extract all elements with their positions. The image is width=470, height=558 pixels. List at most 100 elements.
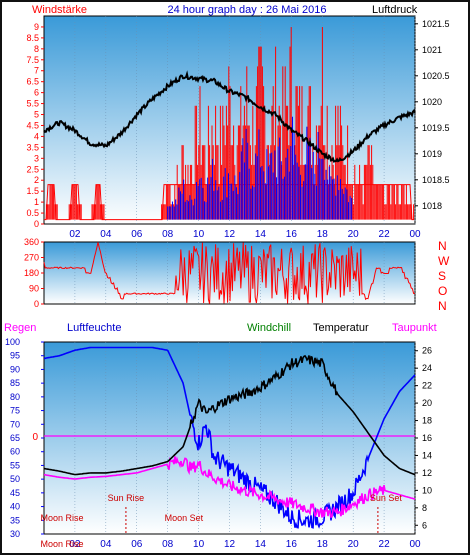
temperature-tick-label: 14 [422,450,432,460]
humidity-label: Luftfeuchte [67,322,121,334]
wind-tick-label: 5.5 [26,99,39,109]
x-tick-label: 16 [286,539,298,550]
direction-tick-label: 360 [24,237,39,247]
wind-tick-label: 5 [34,110,39,120]
wind-tick-label: 0.5 [26,208,39,218]
wind-strength-label: Windstärke [32,4,87,16]
temperature-tick-label: 8 [422,503,427,513]
x-tick-label: 12 [224,539,236,550]
wind-tick-label: 6.5 [26,77,39,87]
temperature-axes: 02 04 06 08 10 12 14 16 18 20 22 003035404550556065… [5,337,432,550]
wind-tick-label: 3.5 [26,142,39,152]
x-tick-label: 10 [193,539,205,550]
wind-tick-label: 7.5 [26,55,39,65]
temperature-tick-label: 24 [422,363,432,373]
pressure-tick-label: 1019 [422,149,442,159]
x-tick-label: 20 [348,229,360,240]
humidity-tick-label: 45 [10,488,20,498]
x-tick-label: 02 [69,539,81,550]
wind-speed-line [44,184,414,221]
event-label: Sun Rise [108,493,145,503]
pressure-tick-label: 1020 [422,97,442,107]
wind-pressure-axes: 02 04 06 08 10 12 14 16 18 20 22 0000.511.522.533.5… [26,19,449,240]
wind-tick-label: 7 [34,66,39,76]
temperature-label: Temperatur [313,322,369,334]
temperature-tick-label: 6 [422,520,427,530]
wind-tick-label: 2.5 [26,164,39,174]
x-tick-label: 12 [224,229,236,240]
temperature-tick-label: 10 [422,485,432,495]
wind-tick-label: 3 [34,153,39,163]
pressure-tick-label: 1018 [422,201,442,211]
pressure-tick-label: 1021 [422,45,442,55]
temperature-tick-label: 18 [422,416,432,426]
x-tick-label: 06 [131,539,143,550]
x-tick-label: 20 [348,539,360,550]
humidity-tick-label: 55 [10,460,20,470]
humidity-tick-label: 30 [10,529,20,539]
x-tick-label: 04 [100,539,112,550]
compass-label: N [438,239,447,253]
direction-tick-label: 180 [24,268,39,278]
compass-label: W [438,254,450,268]
x-tick-label: 14 [255,229,267,240]
humidity-tick-label: 95 [10,351,20,361]
wind-tick-label: 8 [34,44,39,54]
temperature-line [43,354,416,476]
direction-tick-label: 90 [29,284,39,294]
dewpoint-line [43,456,416,519]
rain-label: Regen [4,322,36,334]
event-label: Moon Rise [40,513,83,523]
humidity-tick-label: 70 [10,419,20,429]
pressure-tick-label: 1019.5 [422,123,450,133]
direction-tick-label: 270 [24,253,39,263]
wind-tick-label: 1.5 [26,186,39,196]
wind-tick-label: 1 [34,197,39,207]
temperature-tick-label: 26 [422,346,432,356]
temperature-tick-label: 16 [422,433,432,443]
pressure-tick-label: 1021.5 [422,19,450,29]
x-tick-label: 08 [162,539,174,550]
direction-tick-label: 0 [34,299,39,309]
x-tick-label: 22 [379,229,391,240]
x-tick-label: 00 [409,539,421,550]
humidity-tick-label: 90 [10,364,20,374]
x-tick-label: 02 [69,229,81,240]
x-tick-label: 08 [162,229,174,240]
dewpoint-label: Taupunkt [392,322,437,334]
event-label: Moon Set [165,513,204,523]
humidity-tick-label: 80 [10,392,20,402]
pressure-tick-label: 1018.5 [422,175,450,185]
temperature-tick-label: 22 [422,381,432,391]
x-tick-label: 06 [131,229,143,240]
x-tick-label: 18 [317,539,329,550]
wind-tick-label: 0 [34,219,39,229]
humidity-tick-label: 65 [10,433,20,443]
wind-tick-label: 4 [34,131,39,141]
event-label: Sun Set [370,493,403,503]
x-tick-label: 22 [379,539,391,550]
x-tick-label: 04 [100,229,112,240]
wind-tick-label: 4.5 [26,120,39,130]
windchill-label: Windchill [247,322,291,334]
humidity-tick-label: 35 [10,515,20,525]
temperature-tick-label: 12 [422,468,432,478]
x-tick-label: 18 [317,229,329,240]
weather-chart-canvas: Windstärke 24 hour graph day : 26 Mai 20… [4,4,450,550]
x-tick-label: 16 [286,229,298,240]
wind-tick-label: 9 [34,22,39,32]
humidity-line [43,346,416,529]
wind-tick-label: 6 [34,88,39,98]
x-tick-label: 14 [255,539,267,550]
humidity-tick-label: 50 [10,474,20,484]
pressure-line [43,70,416,163]
humidity-tick-label: 85 [10,378,20,388]
temperature-tick-label: 20 [422,398,432,408]
humidity-tick-label: 75 [10,406,20,416]
wind-tick-label: 8.5 [26,33,39,43]
event-label: Moon Rise [40,539,83,549]
pressure-label: Luftdruck [372,4,418,16]
wind-direction-line [43,242,415,304]
